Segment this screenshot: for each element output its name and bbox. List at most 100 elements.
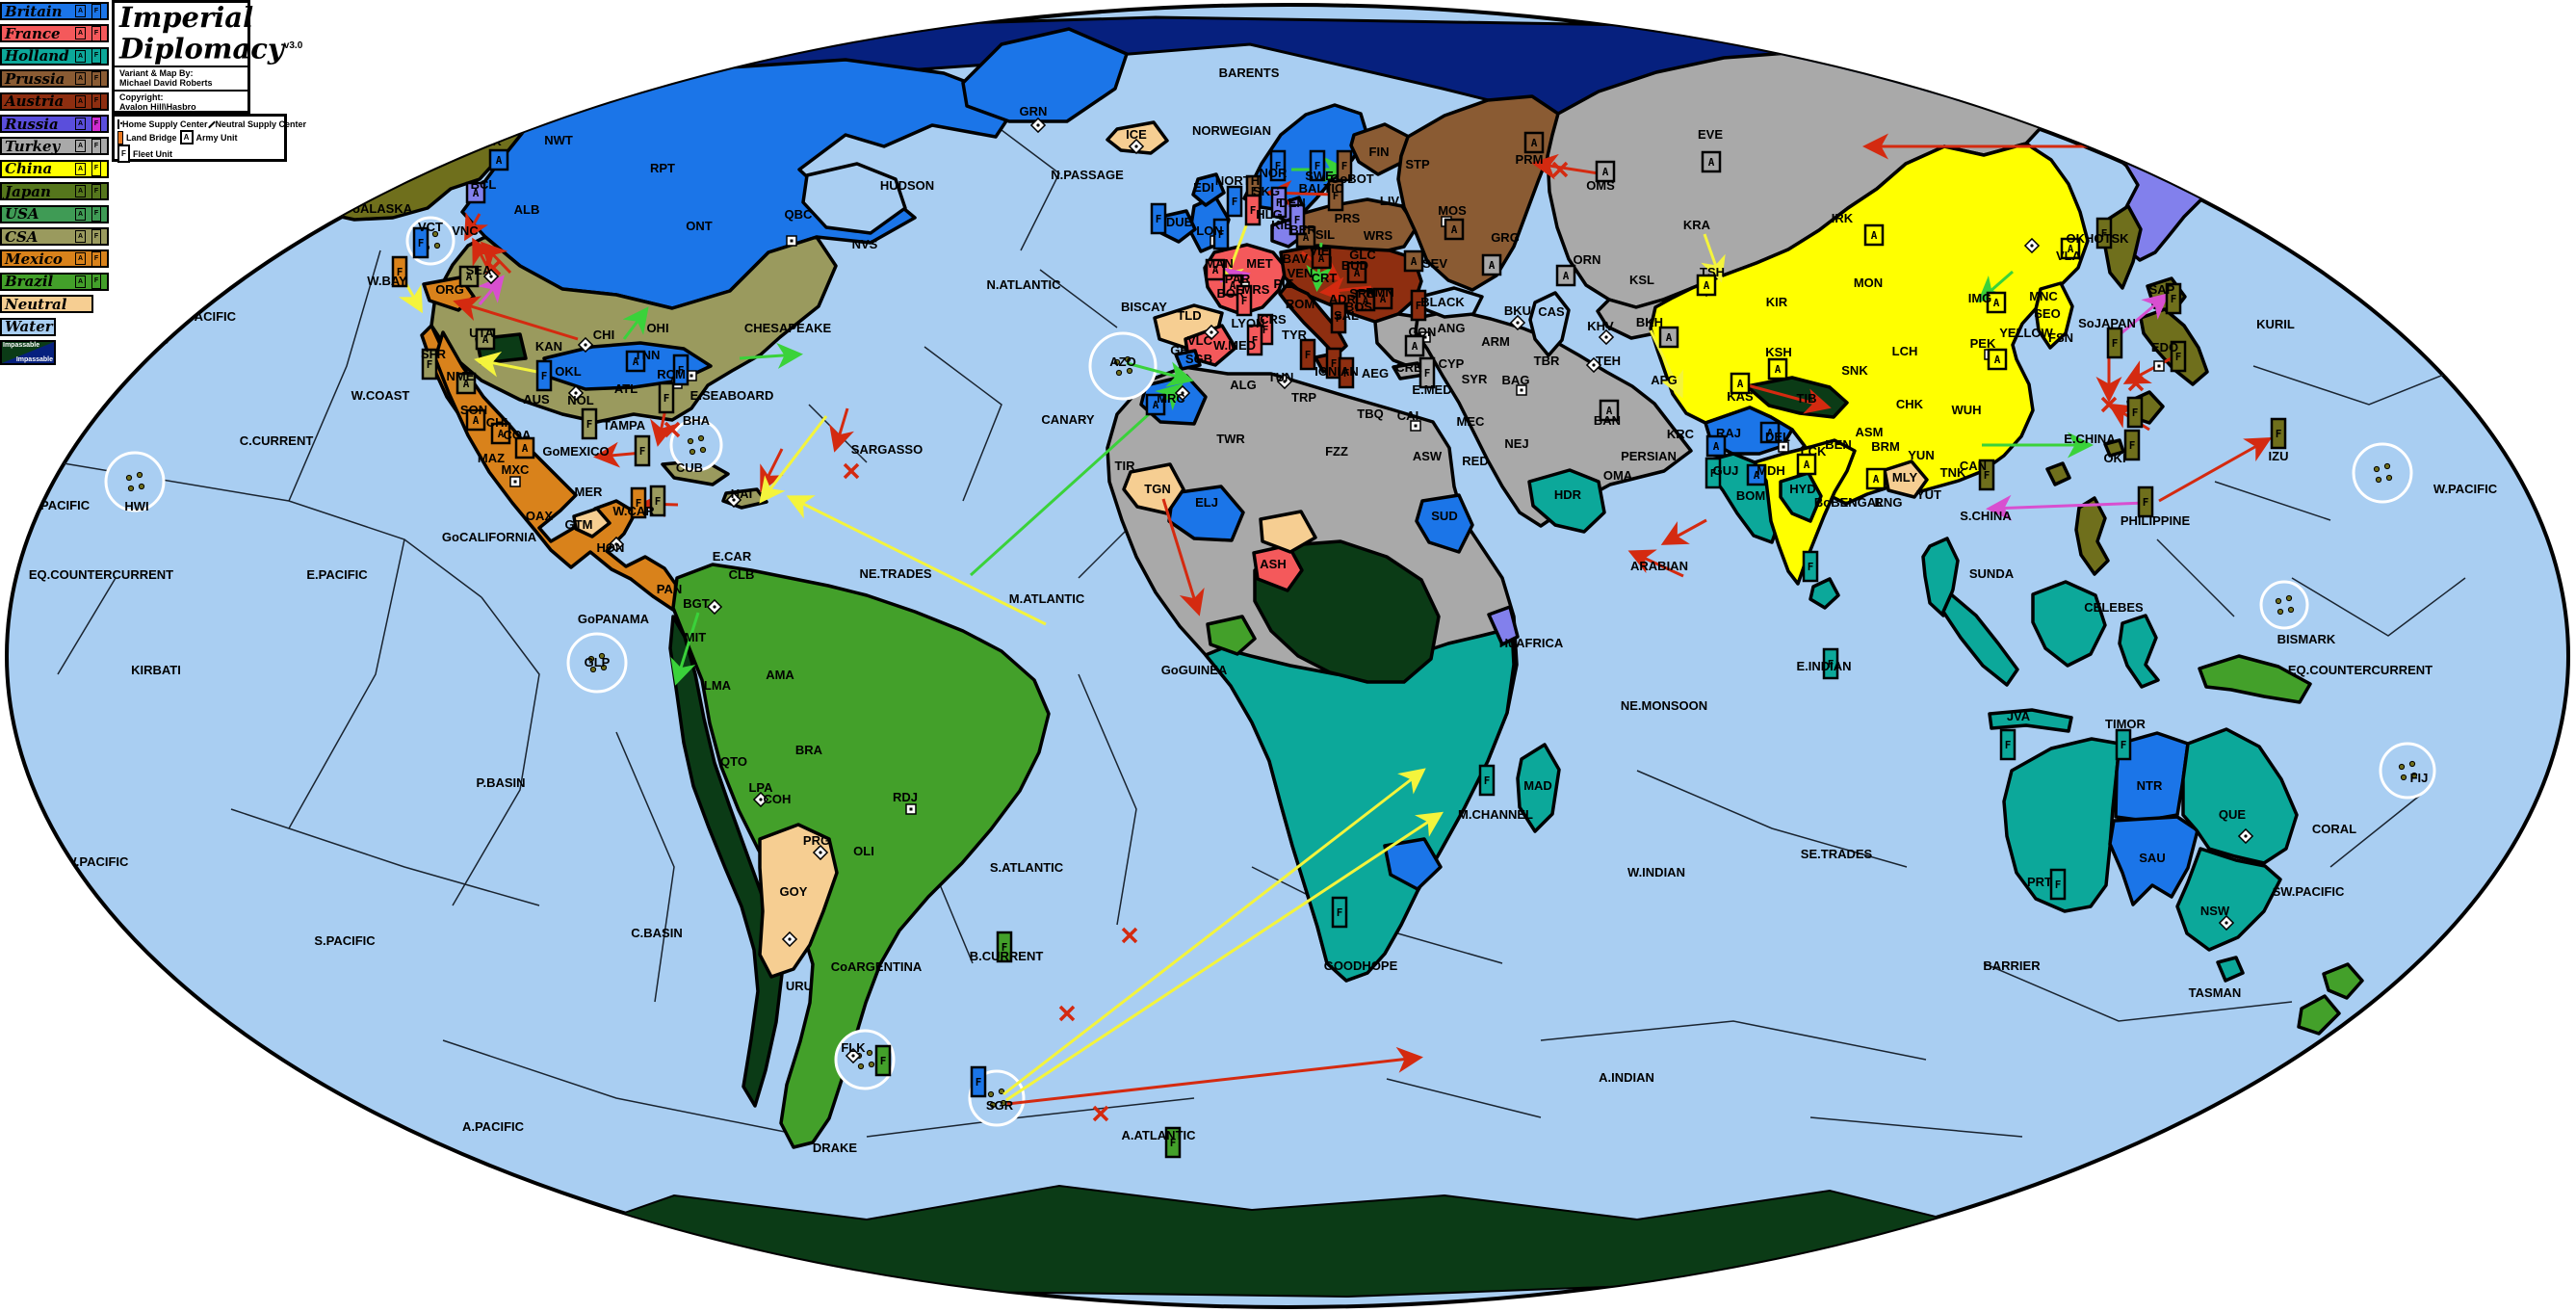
region-polygon-japan[interactable] [2045, 461, 2071, 486]
army-unit-china[interactable] [1767, 357, 1788, 380]
fleet-unit-britain[interactable] [1212, 218, 1230, 250]
region-polygon-water[interactable] [801, 162, 907, 235]
army-unit-china[interactable] [1865, 467, 1886, 490]
army-unit-britain[interactable] [1746, 463, 1767, 486]
region-polygon-russia[interactable] [2269, 55, 2367, 111]
fleet-unit-mexico[interactable] [391, 255, 408, 288]
fleet-unit-holland[interactable] [1999, 728, 2017, 761]
army-unit-prussia[interactable] [1523, 131, 1545, 154]
fleet-unit-turkey[interactable] [1418, 356, 1436, 389]
region-polygon-holland[interactable] [2002, 737, 2121, 913]
region-polygon-brazil[interactable] [2198, 654, 2312, 704]
army-unit-turkey[interactable] [1599, 399, 1620, 422]
region-polygon-britain[interactable] [1383, 837, 1443, 891]
army-unit-austria[interactable] [1311, 247, 1332, 270]
region-polygon-holland[interactable] [1808, 577, 1840, 610]
region-polygon-holland[interactable] [1527, 468, 1606, 534]
army-unit-china[interactable] [1696, 274, 1717, 297]
army-unit-turkey[interactable] [1404, 334, 1425, 357]
fleet-unit-csa[interactable] [581, 407, 598, 440]
fleet-unit-japan[interactable] [2126, 396, 2144, 429]
region-polygon-britain[interactable] [961, 27, 1129, 123]
fleet-unit-holland[interactable] [1478, 764, 1496, 797]
fleet-unit-japan[interactable] [2137, 485, 2154, 518]
region-polygon-holland[interactable] [2031, 580, 2107, 668]
army-unit-china[interactable] [2060, 237, 2081, 260]
region-polygon-brazil[interactable] [1206, 615, 1257, 656]
army-unit-france[interactable] [1205, 258, 1226, 281]
island-group-ring[interactable] [2379, 742, 2436, 800]
fleet-unit-brazil[interactable] [996, 931, 1013, 963]
army-unit-britain[interactable] [1759, 421, 1781, 444]
region-polygon-china[interactable] [2034, 281, 2074, 350]
island-group-ring[interactable] [566, 632, 628, 694]
fleet-unit-austria[interactable] [1330, 302, 1347, 334]
region-polygon-britain[interactable] [1415, 493, 1474, 554]
fleet-unit-britain[interactable] [535, 359, 553, 392]
fleet-unit-brazil[interactable] [874, 1044, 892, 1077]
army-unit-china[interactable] [1987, 348, 2008, 371]
fleet-unit-britain[interactable] [1309, 149, 1326, 182]
island-group-ring[interactable] [2259, 580, 2309, 630]
fleet-unit-holland[interactable] [1802, 550, 1819, 583]
fleet-unit-holland[interactable] [1822, 647, 1839, 680]
fleet-unit-britain[interactable] [412, 226, 429, 259]
army-unit-britain[interactable] [1145, 393, 1166, 416]
fleet-unit-japan[interactable] [1978, 459, 1995, 491]
region-polygon-russia[interactable] [1487, 605, 1520, 646]
island-group-ring[interactable] [104, 451, 166, 512]
fleet-unit-austria[interactable] [1410, 289, 1427, 322]
fleet-unit-holland[interactable] [2049, 868, 2067, 901]
fleet-unit-britain[interactable] [970, 1065, 987, 1098]
region-polygon-holland[interactable] [2118, 614, 2160, 689]
army-unit-austria[interactable] [1372, 287, 1393, 310]
army-unit-mexico[interactable] [465, 408, 486, 432]
region-polygon-brazil[interactable] [2322, 962, 2364, 1000]
fleet-unit-csa[interactable] [421, 348, 438, 380]
fleet-unit-japan[interactable] [2170, 340, 2187, 373]
region-polygon-neutral[interactable] [1259, 510, 1317, 554]
army-unit-russia[interactable] [465, 181, 486, 204]
army-unit-turkey[interactable] [1595, 160, 1616, 183]
fleet-unit-france[interactable] [1236, 284, 1253, 317]
army-unit-austria[interactable] [1346, 261, 1367, 284]
army-unit-britain[interactable] [1705, 434, 1727, 458]
fleet-unit-brazil[interactable] [1164, 1126, 1182, 1159]
fleet-unit-japan[interactable] [2270, 417, 2287, 450]
region-polygon-turkey[interactable] [1414, 308, 1693, 528]
army-unit-britain[interactable] [488, 148, 509, 171]
army-unit-britain[interactable] [625, 350, 646, 373]
region-polygon-japan[interactable] [2103, 204, 2143, 290]
army-unit-turkey[interactable] [1555, 264, 1576, 287]
region-polygon-mexico[interactable] [433, 330, 690, 612]
army-unit-csa[interactable] [458, 265, 480, 288]
region-polygon-holland[interactable] [1941, 592, 2019, 687]
army-unit-mexico[interactable] [514, 436, 535, 459]
fleet-unit-csa[interactable] [649, 485, 666, 517]
fleet-unit-prussia[interactable] [1327, 179, 1344, 212]
island-group-ring[interactable] [1088, 331, 1158, 401]
fleet-unit-holland[interactable] [1331, 896, 1348, 929]
fleet-unit-csa[interactable] [634, 434, 651, 467]
army-unit-china[interactable] [1796, 453, 1817, 476]
region-polygon-prussia[interactable] [1349, 122, 1411, 176]
fleet-unit-france[interactable] [1246, 324, 1263, 356]
region-polygon-japan[interactable] [2103, 438, 2125, 458]
army-unit-mexico[interactable] [490, 422, 511, 445]
army-unit-csa[interactable] [455, 372, 477, 395]
region-polygon-britain[interactable] [1191, 172, 1226, 207]
region-polygon-holland[interactable] [2175, 847, 2282, 952]
region-polygon-neutral[interactable] [758, 823, 839, 979]
army-unit-csa[interactable] [475, 328, 496, 351]
army-unit-turkey[interactable] [1658, 326, 1679, 349]
army-unit-china[interactable] [1863, 223, 1885, 247]
army-unit-china[interactable] [1986, 291, 2007, 314]
fleet-unit-russia[interactable] [1288, 203, 1306, 236]
fleet-unit-holland[interactable] [1704, 457, 1722, 489]
region-polygon-holland[interactable] [1516, 743, 1561, 833]
region-polygon-holland[interactable] [2216, 956, 2245, 983]
fleet-unit-britain[interactable] [1269, 149, 1287, 182]
fleet-unit-france[interactable] [1244, 194, 1262, 226]
region-polygon-holland[interactable] [1988, 708, 2073, 733]
island-group-ring[interactable] [2352, 442, 2413, 504]
